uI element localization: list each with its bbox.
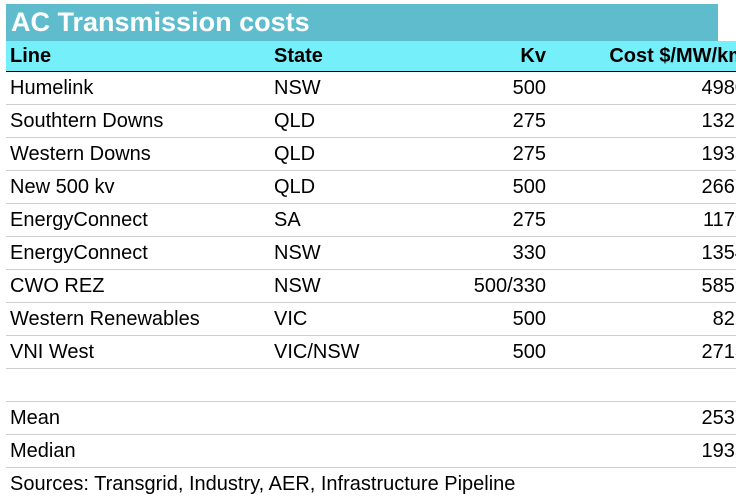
cell-state: NSW	[270, 236, 424, 270]
cell-line: Southtern Downs	[6, 104, 270, 138]
summary-label: Median	[6, 434, 270, 468]
cell-kv: 500	[424, 71, 550, 105]
costs-table: Line State Kv Cost $/MW/km Humelink NSW …	[6, 41, 736, 500]
cell-line: Western Downs	[6, 137, 270, 171]
cell-cost: 2713	[550, 335, 736, 369]
table-row: New 500 kv QLD 500 2667	[6, 170, 736, 204]
sheet-title: AC Transmission costs	[6, 4, 718, 41]
cell-state: SA	[270, 203, 424, 237]
sources-note: Sources: Transgrid, Industry, AER, Infra…	[10, 472, 516, 495]
header-kv: Kv	[424, 41, 550, 72]
cell-line: EnergyConnect	[6, 203, 270, 237]
blank-cell	[550, 368, 736, 402]
cell-state: NSW	[270, 269, 424, 303]
table-row: Western Downs QLD 275 1935	[6, 137, 736, 171]
table-row: Southtern Downs QLD 275 1321	[6, 104, 736, 138]
summary-label: Mean	[6, 401, 270, 435]
blank-cell	[424, 401, 550, 435]
header-row: Line State Kv Cost $/MW/km	[6, 41, 736, 72]
cell-line: EnergyConnect	[6, 236, 270, 270]
summary-value: 2537	[550, 401, 736, 435]
blank-row	[6, 368, 736, 402]
cell-state: QLD	[270, 104, 424, 138]
cell-cost: 1179	[550, 203, 736, 237]
sources-row: Sources: Transgrid, Industry, AER, Infra…	[6, 468, 736, 501]
table-row: EnergyConnect SA 275 1179	[6, 203, 736, 237]
cell-state: QLD	[270, 137, 424, 171]
transmission-costs-sheet: AC Transmission costs Line State Kv Cost…	[6, 4, 736, 500]
cell-kv: 275	[424, 137, 550, 171]
cell-line: CWO REZ	[6, 269, 270, 303]
cell-state: VIC	[270, 302, 424, 336]
cell-kv: 275	[424, 104, 550, 138]
cell-kv: 500/330	[424, 269, 550, 303]
table-row: CWO REZ NSW 500/330 5859	[6, 269, 736, 303]
cell-cost: 822	[550, 302, 736, 336]
cell-line: New 500 kv	[6, 170, 270, 204]
table-row: VNI West VIC/NSW 500 2713	[6, 335, 736, 369]
header-state: State	[270, 41, 424, 72]
cell-line: Western Renewables	[6, 302, 270, 336]
cell-line: VNI West	[6, 335, 270, 369]
cell-cost: 1321	[550, 104, 736, 138]
blank-cell	[424, 368, 550, 402]
cell-cost: 1935	[550, 137, 736, 171]
table-row: Western Renewables VIC 500 822	[6, 302, 736, 336]
cell-cost: 5859	[550, 269, 736, 303]
blank-cell	[6, 368, 270, 402]
cell-kv: 330	[424, 236, 550, 270]
header-cost: Cost $/MW/km	[550, 41, 736, 72]
blank-cell	[424, 434, 550, 468]
summary-row-mean: Mean 2537	[6, 401, 736, 435]
blank-cell	[270, 401, 424, 435]
table-row: Humelink NSW 500 4980	[6, 71, 736, 105]
header-line: Line	[6, 41, 270, 72]
summary-row-median: Median 1935	[6, 434, 736, 468]
blank-cell	[270, 434, 424, 468]
cell-cost: 4980	[550, 71, 736, 105]
table-row: EnergyConnect NSW 330 1354	[6, 236, 736, 270]
cell-state: NSW	[270, 71, 424, 105]
cell-line: Humelink	[6, 71, 270, 105]
cell-cost: 2667	[550, 170, 736, 204]
blank-cell	[270, 368, 424, 402]
cell-state: VIC/NSW	[270, 335, 424, 369]
summary-value: 1935	[550, 434, 736, 468]
cell-kv: 500	[424, 335, 550, 369]
cell-kv: 275	[424, 203, 550, 237]
cell-cost: 1354	[550, 236, 736, 270]
cell-state: QLD	[270, 170, 424, 204]
cell-kv: 500	[424, 170, 550, 204]
cell-kv: 500	[424, 302, 550, 336]
